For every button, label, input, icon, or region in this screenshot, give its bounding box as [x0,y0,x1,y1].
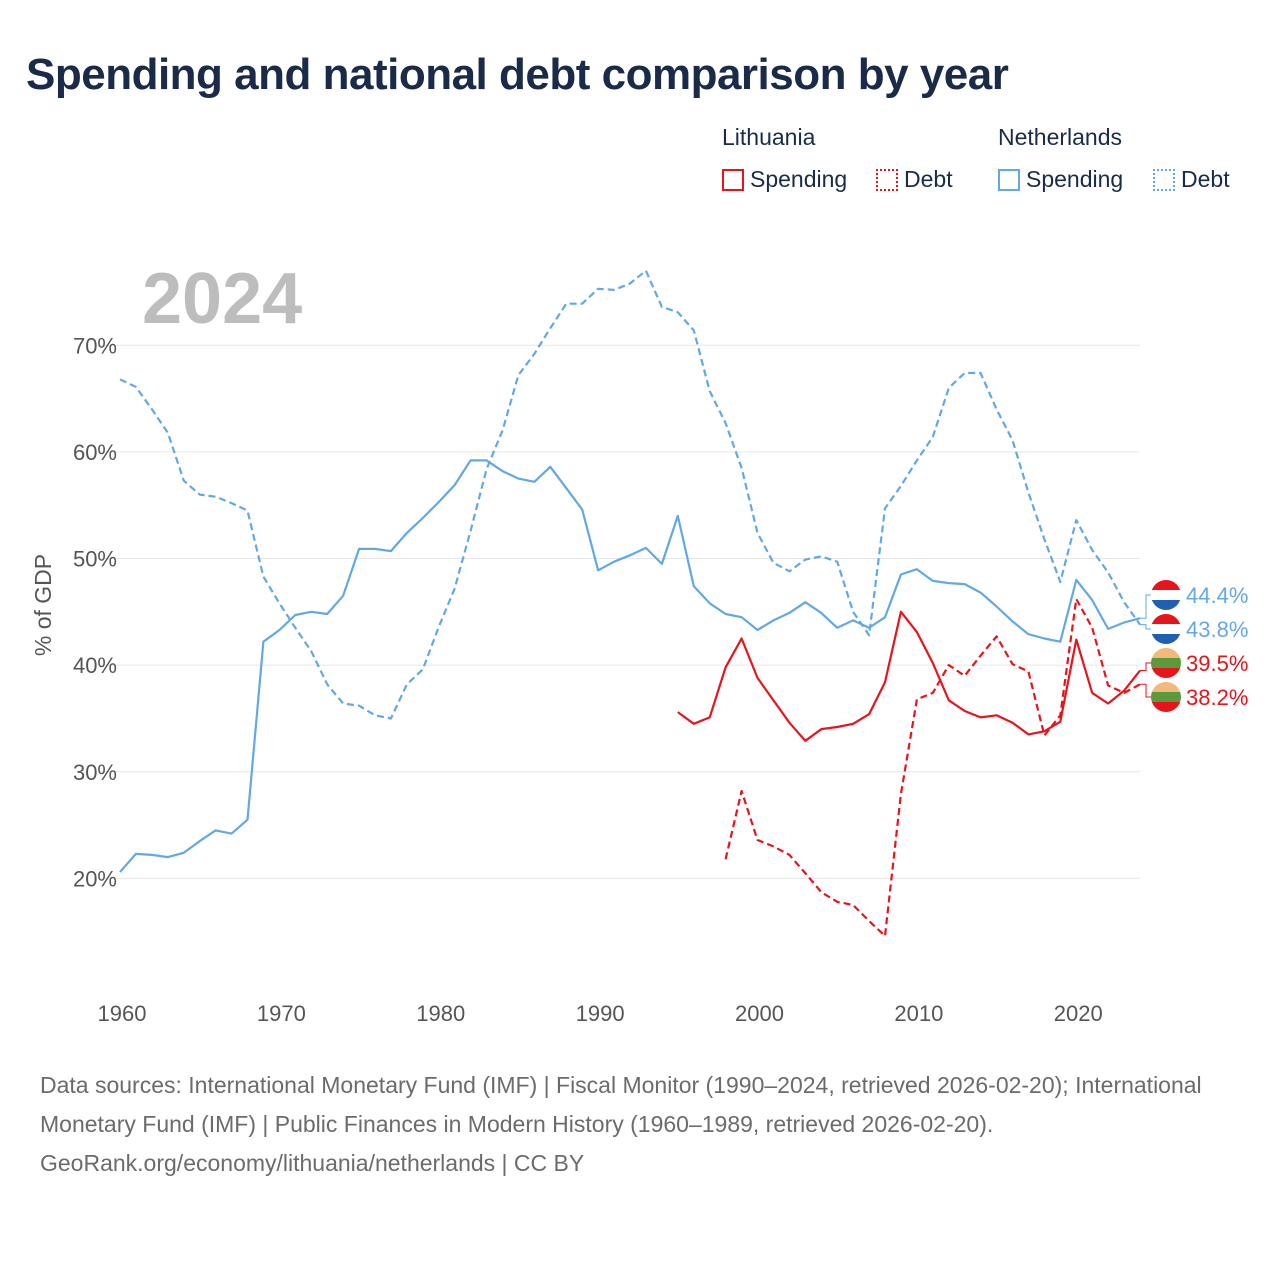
y-tick-label: 20% [73,866,117,891]
source-text: Data sources: International Monetary Fun… [40,1066,1240,1183]
gridlines [100,344,1140,879]
year-watermark: 2024 [142,259,302,339]
y-tick-label: 30% [73,760,117,785]
x-tick-label: 2010 [894,1001,943,1026]
end-value-label: 44.4% [1186,583,1248,608]
y-tick-label: 40% [73,653,117,678]
chart-plot: 2024 20%30%40%50%60%70%1960 1970 1980 1990 2… [30,259,1248,1026]
end-labels: 44.4% 43.8% 39.5% 38.2% [1140,580,1248,712]
end-value-label: 43.8% [1186,617,1248,642]
x-tick-label: 2000 [735,1001,784,1026]
source-line-1: Data sources: International Monetary Fun… [40,1072,1202,1137]
x-tick-label: 1960 [98,1001,147,1026]
series-line-lithuania-spending[interactable] [677,610,1141,742]
end-connector [1140,594,1152,619]
chart-title: Spending and national debt comparison by… [26,50,1009,99]
x-tick-label: 2020 [1054,1001,1103,1026]
x-tick-label: 1980 [416,1001,465,1026]
lithuania-flag-icon [1151,682,1181,712]
y-axis-title: % of GDP [30,554,56,656]
end-value-label: 38.2% [1186,685,1248,710]
end-connector [1140,683,1152,698]
netherlands-flag-icon [1151,614,1181,644]
series-line-netherlands-spending[interactable] [119,459,1141,873]
x-tick-label: 1970 [257,1001,306,1026]
end-value-label: 39.5% [1186,651,1248,676]
netherlands-flag-icon [1151,580,1181,610]
x-tick-label: 1990 [576,1001,625,1026]
axis-labels: 20% 30% 40% 50% 60% 70% 1960 1970 1980 1990 2000 20… [73,333,1103,1026]
y-tick-label: 50% [73,547,117,572]
y-tick-label: 70% [73,333,117,358]
series-line-netherlands-debt[interactable] [119,269,1141,720]
lithuania-flag-icon [1151,648,1181,678]
series-lines [119,269,1141,938]
series-line-lithuania-debt[interactable] [724,597,1141,938]
y-tick-label: 60% [73,440,117,465]
end-connector [1140,662,1152,671]
source-line-2[interactable]: GeoRank.org/economy/lithuania/netherland… [40,1150,585,1176]
end-connector [1140,624,1152,630]
